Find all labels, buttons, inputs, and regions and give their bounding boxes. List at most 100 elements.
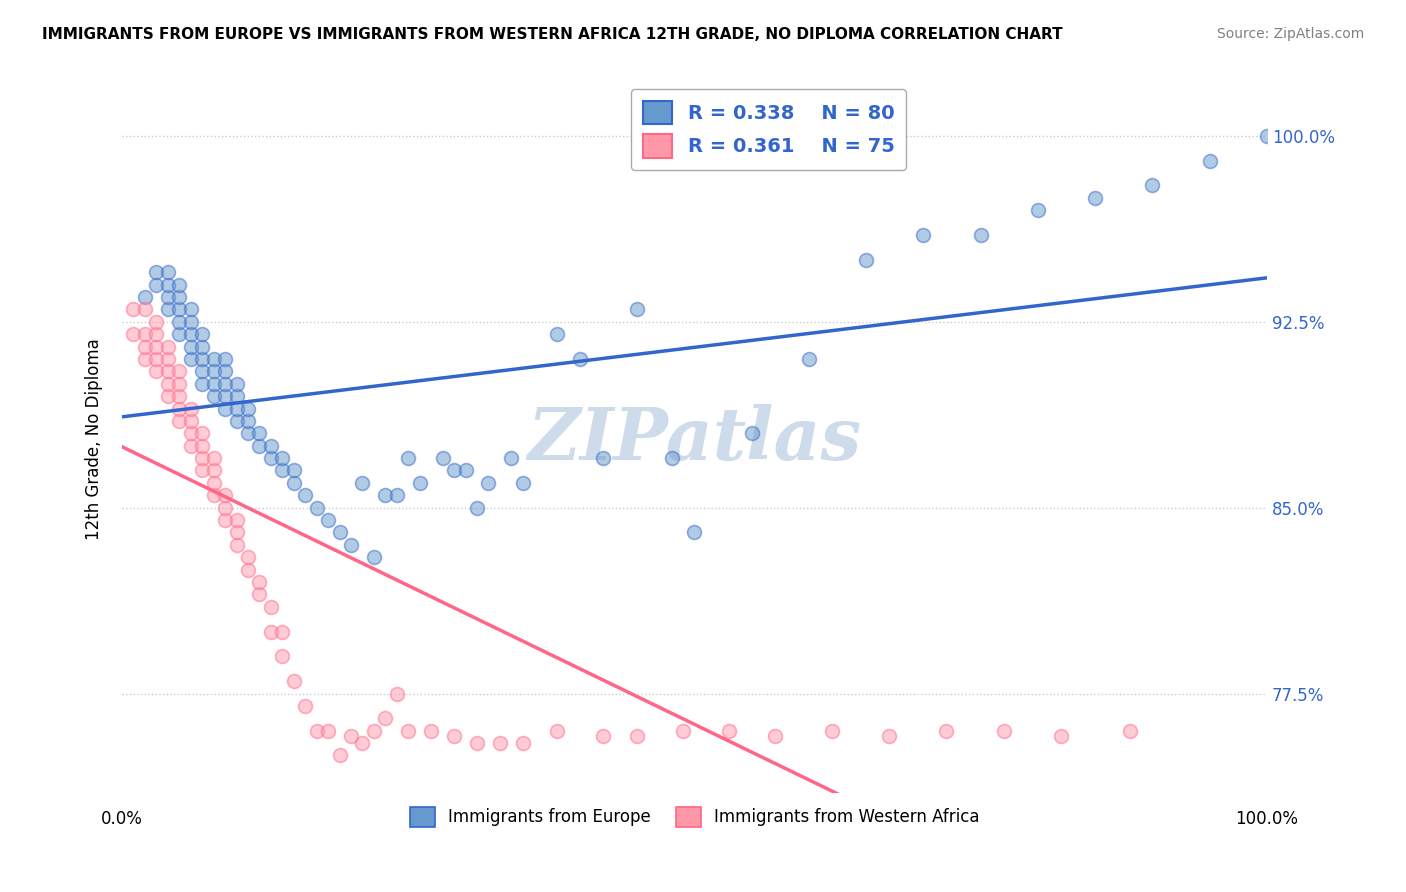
Point [465, 736, 488, 750]
Point [1198, 153, 1220, 168]
Point [1026, 203, 1049, 218]
Point [145, 277, 167, 292]
Point [202, 389, 225, 403]
Point [683, 525, 706, 540]
Point [260, 599, 283, 614]
Point [993, 723, 1015, 738]
Point [672, 723, 695, 738]
Point [214, 351, 236, 366]
Point [592, 729, 614, 743]
Point [443, 463, 465, 477]
Point [214, 389, 236, 403]
Point [260, 624, 283, 639]
Point [283, 674, 305, 689]
Y-axis label: 12th Grade, No Diploma: 12th Grade, No Diploma [86, 339, 103, 541]
Point [236, 426, 259, 441]
Point [454, 463, 477, 477]
Point [156, 376, 179, 391]
Point [249, 587, 271, 601]
Point [225, 513, 247, 527]
Point [180, 340, 202, 354]
Point [180, 439, 202, 453]
Point [305, 500, 328, 515]
Point [134, 327, 156, 342]
Point [191, 327, 214, 342]
Point [260, 439, 283, 453]
Point [329, 525, 352, 540]
Point [145, 327, 167, 342]
Point [214, 500, 236, 515]
Point [134, 302, 156, 317]
Point [169, 290, 191, 304]
Point [145, 340, 167, 354]
Point [329, 748, 352, 763]
Point [122, 302, 145, 317]
Point [180, 401, 202, 416]
Point [385, 488, 408, 502]
Point [145, 265, 167, 279]
Point [145, 315, 167, 329]
Point [283, 463, 305, 477]
Point [225, 525, 247, 540]
Point [352, 736, 374, 750]
Point [214, 376, 236, 391]
Point [363, 723, 385, 738]
Point [156, 351, 179, 366]
Point [283, 475, 305, 490]
Legend: Immigrants from Europe, Immigrants from Western Africa: Immigrants from Europe, Immigrants from … [404, 800, 986, 834]
Point [145, 351, 167, 366]
Point [271, 649, 294, 664]
Point [409, 475, 432, 490]
Point [156, 389, 179, 403]
Point [271, 451, 294, 466]
Point [432, 451, 454, 466]
Point [340, 729, 363, 743]
Point [661, 451, 683, 466]
Point [546, 327, 568, 342]
Point [156, 277, 179, 292]
Point [236, 414, 259, 428]
Point [797, 351, 820, 366]
Point [236, 401, 259, 416]
Point [374, 488, 396, 502]
Point [970, 228, 993, 243]
Text: 0.0%: 0.0% [101, 810, 143, 828]
Point [489, 736, 512, 750]
Point [225, 376, 247, 391]
Point [191, 376, 214, 391]
Point [374, 711, 396, 725]
Point [592, 451, 614, 466]
Point [169, 315, 191, 329]
Point [912, 228, 935, 243]
Point [145, 364, 167, 378]
Point [134, 351, 156, 366]
Point [316, 723, 339, 738]
Point [1049, 729, 1071, 743]
Point [420, 723, 443, 738]
Point [1142, 178, 1164, 193]
Point [169, 302, 191, 317]
Point [569, 351, 592, 366]
Point [169, 401, 191, 416]
Point [363, 550, 385, 565]
Point [202, 376, 225, 391]
Point [214, 401, 236, 416]
Point [443, 729, 465, 743]
Point [202, 488, 225, 502]
Point [191, 439, 214, 453]
Point [122, 327, 145, 342]
Point [134, 340, 156, 354]
Point [169, 327, 191, 342]
Point [225, 401, 247, 416]
Point [191, 426, 214, 441]
Point [271, 463, 294, 477]
Point [180, 351, 202, 366]
Point [191, 463, 214, 477]
Point [156, 290, 179, 304]
Point [169, 376, 191, 391]
Point [477, 475, 499, 490]
Point [191, 451, 214, 466]
Point [855, 252, 877, 267]
Point [202, 364, 225, 378]
Point [305, 723, 328, 738]
